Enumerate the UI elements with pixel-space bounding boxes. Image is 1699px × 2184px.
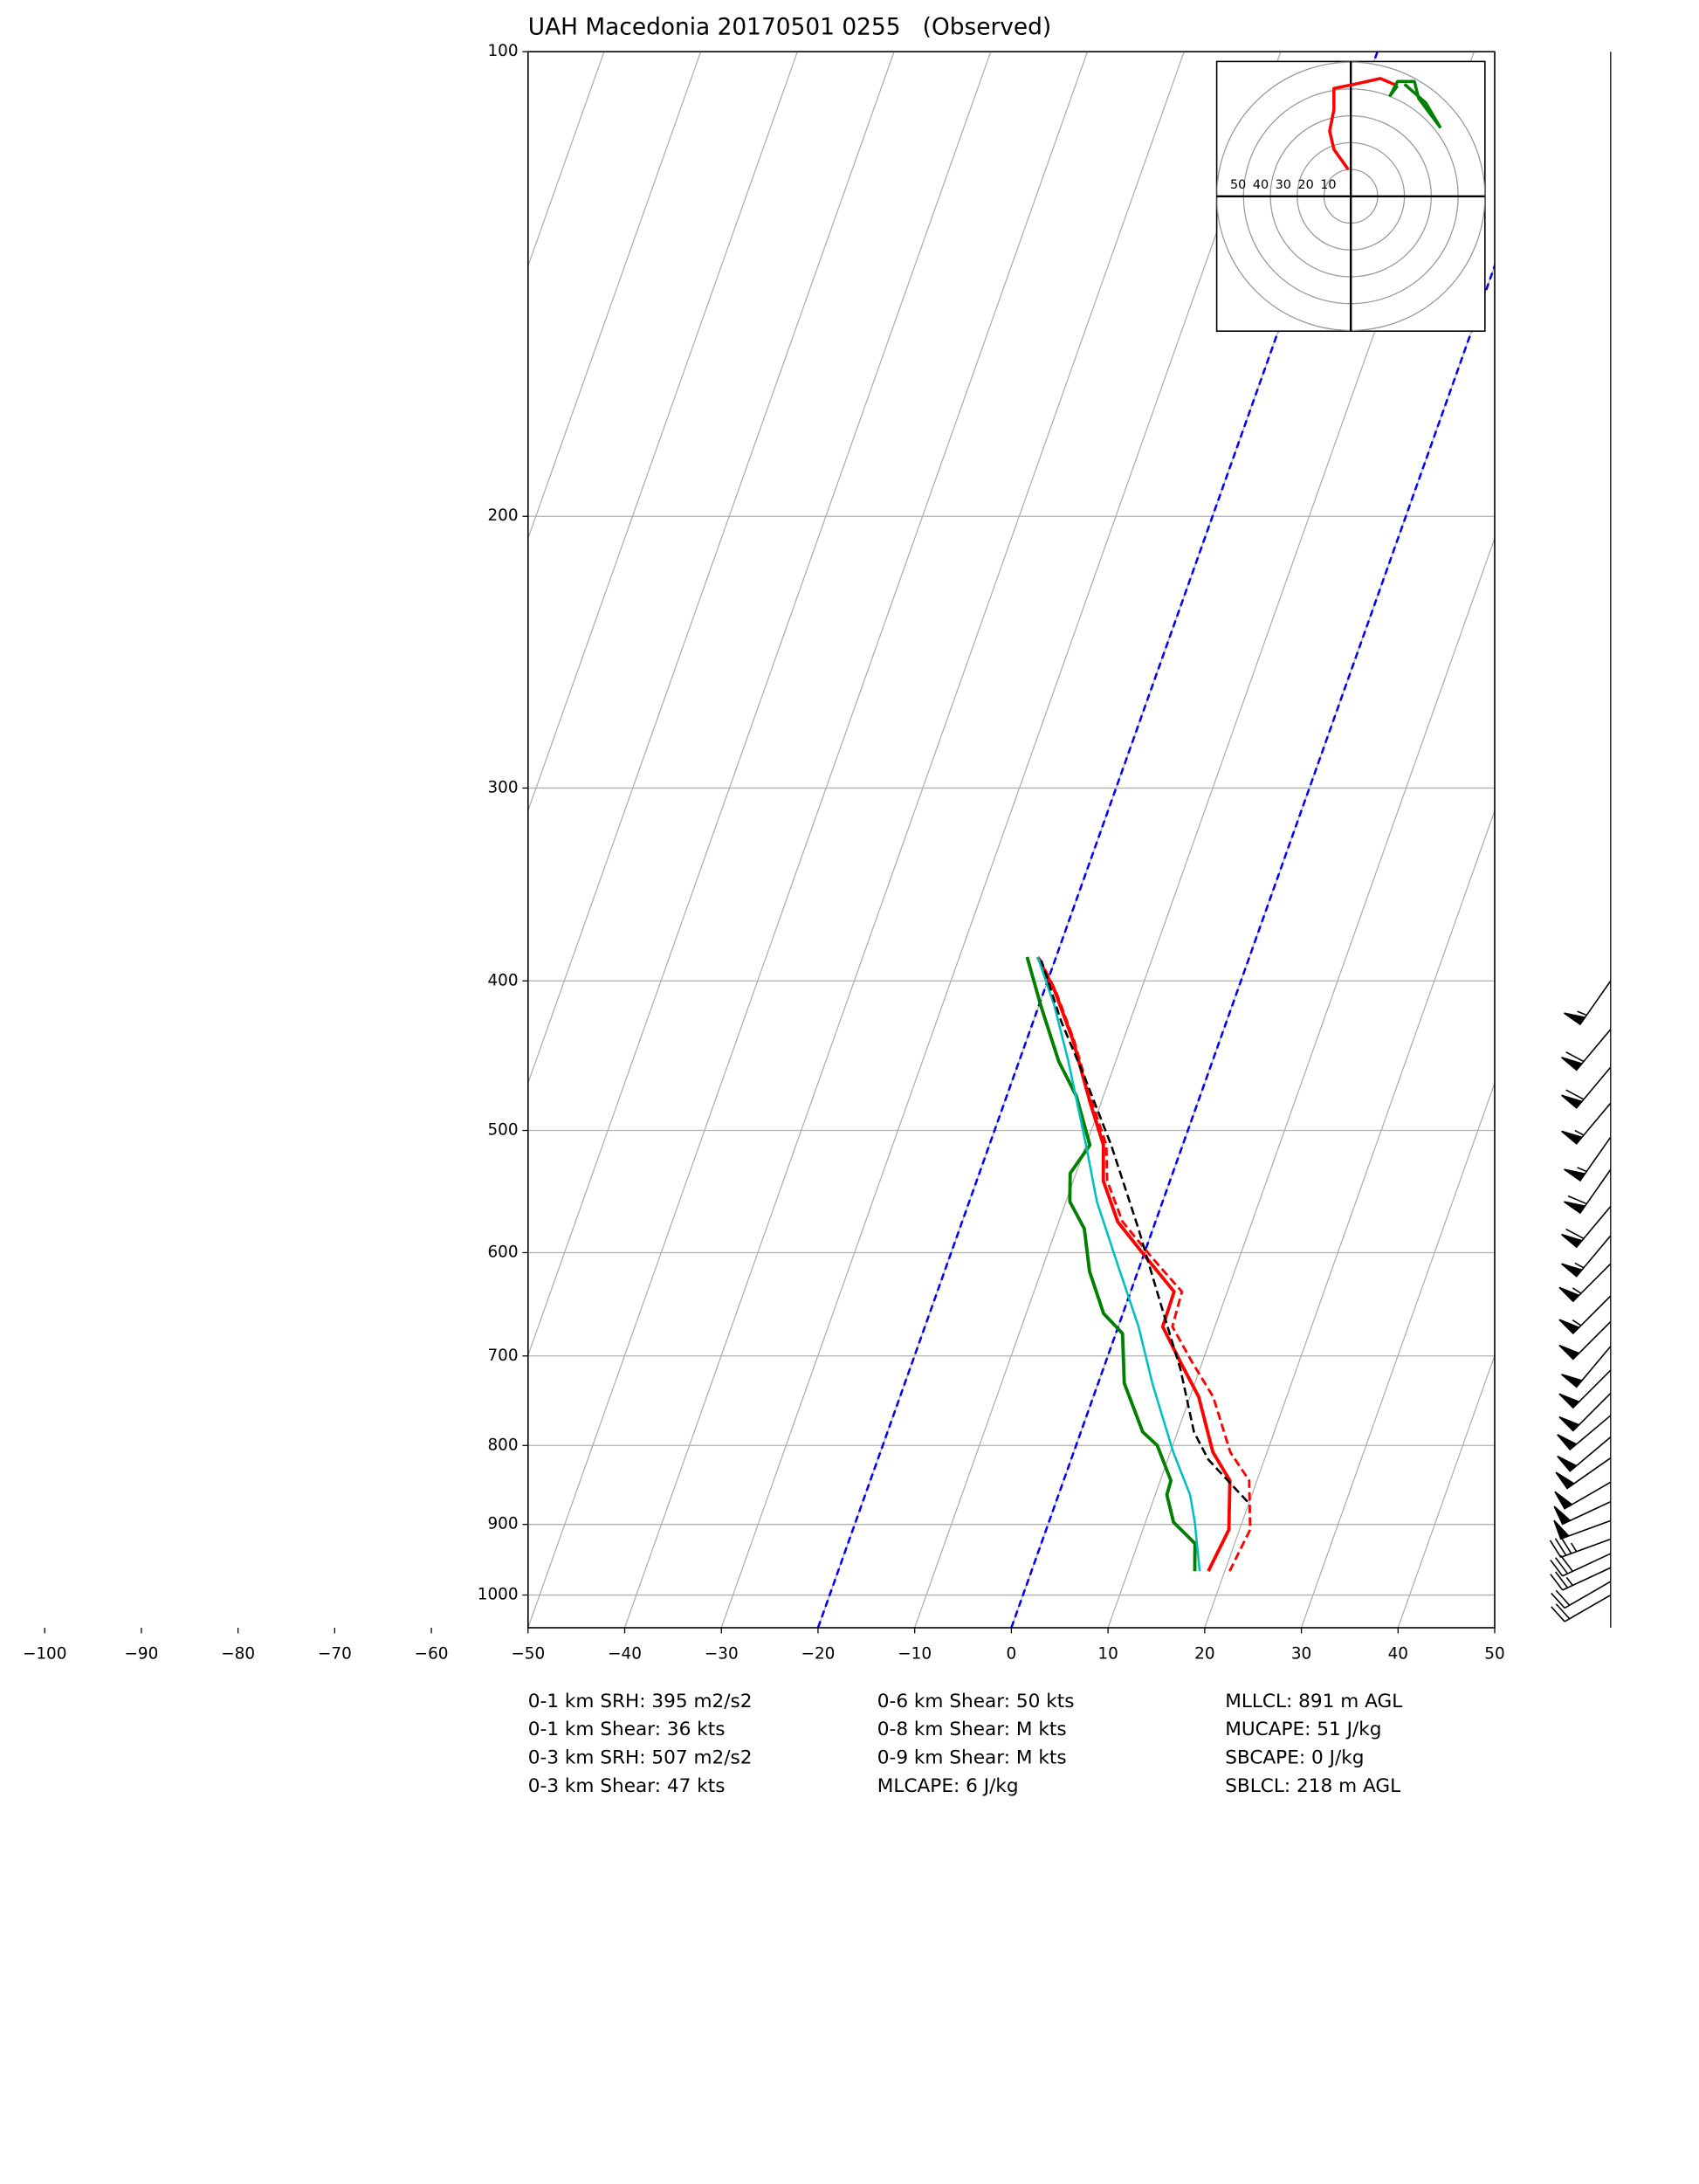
wind-barb <box>1561 1235 1612 1278</box>
wind-barb <box>1558 1320 1612 1361</box>
profile-line <box>1036 956 1201 1572</box>
x-tick-label: −30 <box>705 1644 739 1663</box>
wind-barb <box>1550 1567 1612 1591</box>
wind-barb <box>1558 1295 1612 1335</box>
x-tick-label: −100 <box>23 1644 67 1663</box>
y-tick-label: 1000 <box>478 1586 519 1604</box>
chart-title: UAH Macedonia 20170501 0255 (Observed) <box>528 14 1051 41</box>
wind-barb <box>1558 1369 1612 1409</box>
hodograph-ring-label: 50 <box>1230 178 1246 192</box>
hodograph-ring-label: 10 <box>1320 178 1336 192</box>
isotherm <box>527 52 798 813</box>
isotherm <box>1397 1354 1495 1628</box>
wind-barb <box>1561 1066 1612 1109</box>
hodograph-trace <box>1388 79 1441 128</box>
isotherm <box>527 52 992 1358</box>
isotherm <box>1204 809 1495 1628</box>
wind-barb <box>1561 1102 1612 1145</box>
hodograph-trace <box>1328 77 1399 170</box>
y-tick-label: 600 <box>487 1243 518 1261</box>
y-tick-label: 200 <box>487 506 518 525</box>
y-tick-label: 500 <box>487 1121 518 1140</box>
stat-text: 0-3 km SRH: 507 m2/s2 <box>528 1747 753 1768</box>
profile-line <box>1037 956 1252 1572</box>
hodograph-ring-label: 30 <box>1276 178 1291 192</box>
x-tick-label: 30 <box>1291 1644 1311 1663</box>
isotherm <box>1300 1081 1495 1628</box>
stat-text: MLLCL: 891 m AGL <box>1225 1691 1402 1712</box>
isotherm <box>720 52 1282 1628</box>
x-tick-label: −80 <box>221 1644 255 1663</box>
x-tick-label: 40 <box>1388 1644 1408 1663</box>
y-tick-label: 700 <box>487 1347 518 1365</box>
wind-barb <box>1561 1205 1612 1249</box>
wind-barb <box>1561 1346 1612 1388</box>
x-tick-label: −50 <box>511 1644 545 1663</box>
y-tick-label: 900 <box>487 1515 518 1533</box>
x-tick-label: −10 <box>898 1644 932 1663</box>
wind-barb <box>1551 1594 1612 1622</box>
wind-barb <box>1553 1500 1612 1526</box>
wind-barb <box>1558 1263 1612 1303</box>
hodograph-ring-label: 40 <box>1253 178 1269 192</box>
stat-text: SBCAPE: 0 J/kg <box>1225 1747 1364 1768</box>
stat-text: 0-1 km SRH: 395 m2/s2 <box>528 1691 753 1712</box>
y-tick-label: 100 <box>487 42 518 60</box>
wind-barb <box>1561 1029 1612 1071</box>
wind-barb <box>1564 1136 1612 1182</box>
stat-text: SBLCL: 218 m AGL <box>1225 1775 1400 1797</box>
wind-barb <box>1564 1168 1612 1215</box>
x-tick-label: 50 <box>1484 1644 1504 1663</box>
x-tick-label: −20 <box>801 1644 836 1663</box>
wind-barb <box>1564 980 1612 1026</box>
stat-text: 0-1 km Shear: 36 kts <box>528 1719 726 1740</box>
y-tick-label: 300 <box>487 778 518 796</box>
isotherm <box>1107 536 1495 1628</box>
plot-area <box>527 52 1495 1628</box>
y-tick-label: 800 <box>487 1436 518 1454</box>
hodograph-ring-label: 20 <box>1297 178 1313 192</box>
stat-text: 0-3 km Shear: 47 kts <box>528 1775 726 1797</box>
x-tick-label: −90 <box>125 1644 159 1663</box>
wind-barb <box>1554 1481 1612 1510</box>
stat-text: 0-6 km Shear: 50 kts <box>877 1691 1075 1712</box>
x-tick-label: 10 <box>1097 1644 1118 1663</box>
isotherm <box>623 52 1185 1628</box>
isotherm <box>527 52 702 541</box>
stat-text: MUCAPE: 51 J/kg <box>1225 1719 1381 1740</box>
wind-barb <box>1558 1392 1612 1432</box>
hodograph <box>1216 61 1485 332</box>
x-tick-label: −60 <box>415 1644 449 1663</box>
wind-barb <box>1551 1581 1612 1609</box>
wind-barb <box>1555 1457 1612 1490</box>
wind-barb <box>1557 1415 1612 1451</box>
x-tick-label: −70 <box>318 1644 352 1663</box>
x-tick-label: 20 <box>1194 1644 1214 1663</box>
wind-barb <box>1549 1536 1612 1559</box>
isotherm <box>527 52 1089 1628</box>
y-tick-label: 400 <box>487 971 518 989</box>
x-tick-label: 0 <box>1007 1644 1017 1663</box>
wind-barb <box>1557 1436 1612 1472</box>
stat-text: 0-9 km Shear: M kts <box>877 1747 1067 1768</box>
wind-barb <box>1553 1519 1612 1540</box>
isotherm <box>527 52 895 1085</box>
stat-text: 0-8 km Shear: M kts <box>877 1719 1067 1740</box>
x-tick-label: −40 <box>608 1644 642 1663</box>
stat-text: MLCAPE: 6 J/kg <box>877 1775 1019 1797</box>
wind-barb <box>1550 1553 1612 1577</box>
